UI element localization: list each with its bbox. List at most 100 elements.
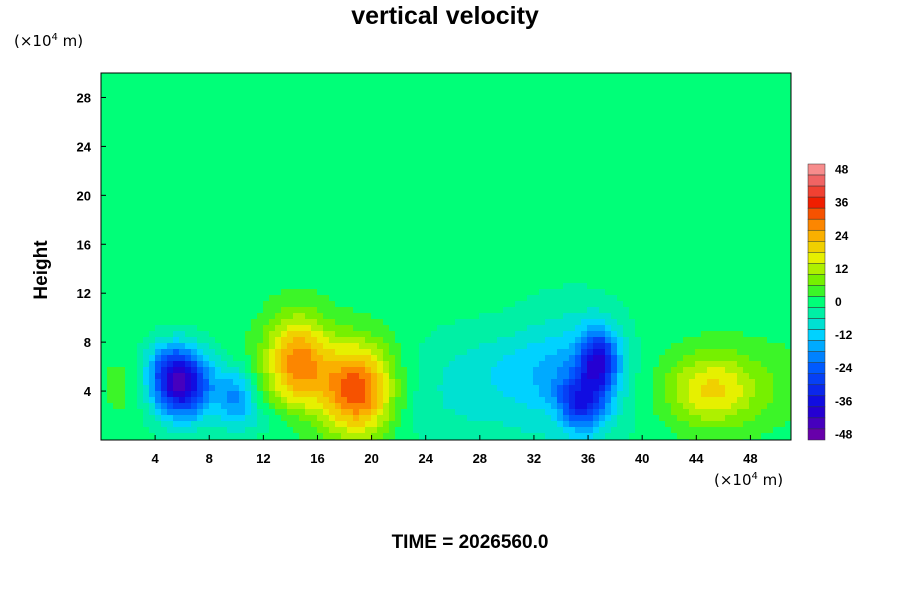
heat-cell <box>131 73 138 80</box>
heat-cell <box>101 151 108 158</box>
heat-cell <box>437 79 444 86</box>
heat-cell <box>203 139 210 146</box>
heat-cell <box>221 109 228 116</box>
heat-cell <box>197 301 204 308</box>
heat-cell <box>161 85 168 92</box>
heat-cell <box>677 163 684 170</box>
heat-cell <box>359 109 366 116</box>
heat-cell <box>215 73 222 80</box>
heat-cell <box>755 241 762 248</box>
heat-cell <box>539 247 546 254</box>
heat-cell <box>569 103 576 110</box>
heat-cell <box>677 211 684 218</box>
heat-cell <box>131 229 138 236</box>
heat-cell <box>287 229 294 236</box>
heat-cell <box>371 211 378 218</box>
heat-cell <box>725 133 732 140</box>
heat-cell <box>587 259 594 266</box>
heat-cell <box>557 163 564 170</box>
heat-cell <box>569 265 576 272</box>
heat-cell <box>749 151 756 158</box>
heat-cell <box>749 211 756 218</box>
heat-cell <box>173 325 180 332</box>
heat-cell <box>455 241 462 248</box>
heat-cell <box>119 187 126 194</box>
heat-cell <box>137 235 144 242</box>
heat-cell <box>563 109 570 116</box>
heat-cell <box>311 325 318 332</box>
heat-cell <box>341 97 348 104</box>
heat-cell <box>431 319 438 326</box>
heat-cell <box>665 229 672 236</box>
heat-cell <box>485 187 492 194</box>
heat-cell <box>431 157 438 164</box>
heat-cell <box>671 73 678 80</box>
heat-cell <box>671 313 678 320</box>
heat-cell <box>389 175 396 182</box>
heat-cell <box>575 151 582 158</box>
heat-cell <box>749 157 756 164</box>
heat-cell <box>539 157 546 164</box>
heat-cell <box>257 115 264 122</box>
heat-cell <box>599 283 606 290</box>
heat-cell <box>491 277 498 284</box>
heat-cell <box>317 145 324 152</box>
heat-cell <box>143 187 150 194</box>
heat-cell <box>701 283 708 290</box>
heat-cell <box>725 97 732 104</box>
heat-cell <box>203 289 210 296</box>
heat-cell <box>305 217 312 224</box>
heat-cell <box>731 259 738 266</box>
heat-cell <box>551 199 558 206</box>
heat-cell <box>581 235 588 242</box>
heat-cell <box>137 97 144 104</box>
heat-cell <box>131 85 138 92</box>
heat-cell <box>359 325 366 332</box>
heat-cell <box>161 145 168 152</box>
heat-cell <box>431 325 438 332</box>
heat-cell <box>581 157 588 164</box>
heat-cell <box>755 109 762 116</box>
heat-cell <box>707 259 714 266</box>
heat-cell <box>287 313 294 320</box>
heat-cell <box>515 211 522 218</box>
heat-cell <box>515 235 522 242</box>
heat-cell <box>605 289 612 296</box>
heat-cell <box>635 319 642 326</box>
heat-cell <box>641 289 648 296</box>
heat-cell <box>239 247 246 254</box>
heat-cell <box>761 325 768 332</box>
heat-cell <box>599 127 606 134</box>
heat-cell <box>371 85 378 92</box>
heat-cell <box>125 271 132 278</box>
heat-cell <box>755 319 762 326</box>
heat-cell <box>755 151 762 158</box>
heat-cell <box>239 133 246 140</box>
heat-cell <box>455 157 462 164</box>
heat-cell <box>317 325 324 332</box>
heat-cell <box>407 187 414 194</box>
heat-cell <box>755 295 762 302</box>
heat-cell <box>281 181 288 188</box>
heat-cell <box>137 73 144 80</box>
heat-cell <box>407 97 414 104</box>
heat-cell <box>725 241 732 248</box>
heat-cell <box>125 211 132 218</box>
heat-cell <box>473 91 480 98</box>
heat-cell <box>329 175 336 182</box>
heat-cell <box>383 115 390 122</box>
heat-cell <box>275 301 282 308</box>
heat-cell <box>695 247 702 254</box>
heat-cell <box>677 199 684 206</box>
heat-cell <box>617 151 624 158</box>
heat-cell <box>329 331 336 338</box>
heat-cell <box>629 193 636 200</box>
heat-cell <box>245 271 252 278</box>
heat-cell <box>509 277 516 284</box>
heat-cell <box>647 73 654 80</box>
heat-cell <box>317 103 324 110</box>
heat-cell <box>407 73 414 80</box>
heat-cell <box>101 163 108 170</box>
heat-cell <box>761 253 768 260</box>
heat-cell <box>191 331 198 338</box>
